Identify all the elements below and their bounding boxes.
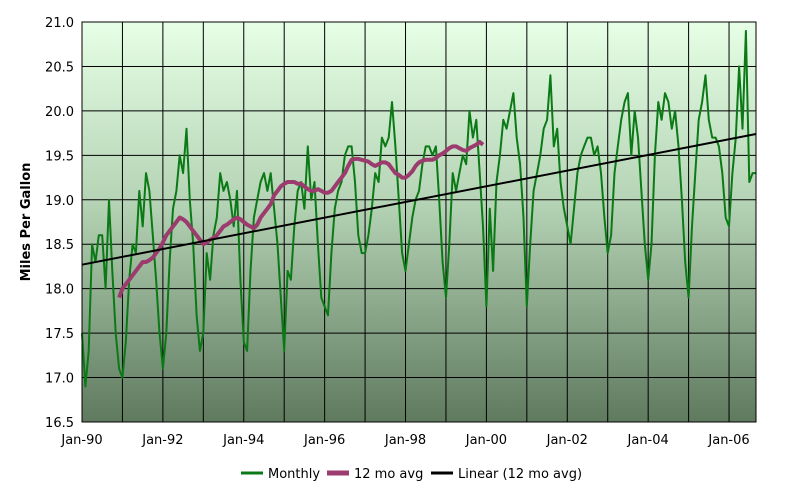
x-tick-label: Jan-94 xyxy=(222,433,264,448)
y-tick-label: 20.0 xyxy=(45,105,74,120)
legend: Monthly 12 mo avg Linear (12 mo avg) xyxy=(241,467,582,482)
y-tick-label: 18.5 xyxy=(45,238,74,253)
x-tick-label: Jan-02 xyxy=(546,433,588,448)
x-tick-label: Jan-06 xyxy=(707,433,749,448)
x-tick-labels: Jan-90 Jan-92 Jan-94 Jan-96 Jan-98 Jan-00 Jan-… xyxy=(60,433,749,448)
y-axis-title: Miles Per Gallon xyxy=(19,163,34,282)
series-line-monthly xyxy=(81,29,756,388)
x-tick-label: Jan-92 xyxy=(141,433,183,448)
x-tick-label: Jan-00 xyxy=(465,433,507,448)
x-tick-label: Jan-04 xyxy=(627,433,669,448)
legend-label-avg: 12 mo avg xyxy=(354,467,423,482)
legend-label-monthly: Monthly xyxy=(268,467,320,482)
legend-label-linear: Linear (12 mo avg) xyxy=(458,467,582,482)
x-tick-label: Jan-98 xyxy=(384,433,426,448)
y-tick-label: 16.5 xyxy=(45,416,74,431)
y-tick-label: 20.5 xyxy=(45,60,74,75)
y-tick-label: 17.0 xyxy=(45,372,74,387)
y-tick-label: 17.5 xyxy=(45,327,74,342)
y-tick-label: 19.5 xyxy=(45,149,74,164)
y-tick-label: 21.0 xyxy=(45,16,74,31)
plot-frame xyxy=(81,21,757,423)
x-tick-label: Jan-90 xyxy=(60,433,102,448)
x-tick-label: Jan-96 xyxy=(303,433,345,448)
series-line-avg xyxy=(117,140,485,299)
plot-area xyxy=(82,22,756,422)
y-tick-label: 19.0 xyxy=(45,194,74,209)
series-layer xyxy=(81,29,757,388)
y-tick-label: 18.0 xyxy=(45,283,74,298)
series-line-linear xyxy=(81,133,757,266)
y-tick-labels: 16.5 17.0 17.5 18.0 18.5 19.0 19.5 20.0 20.5 21.0 xyxy=(45,16,74,431)
